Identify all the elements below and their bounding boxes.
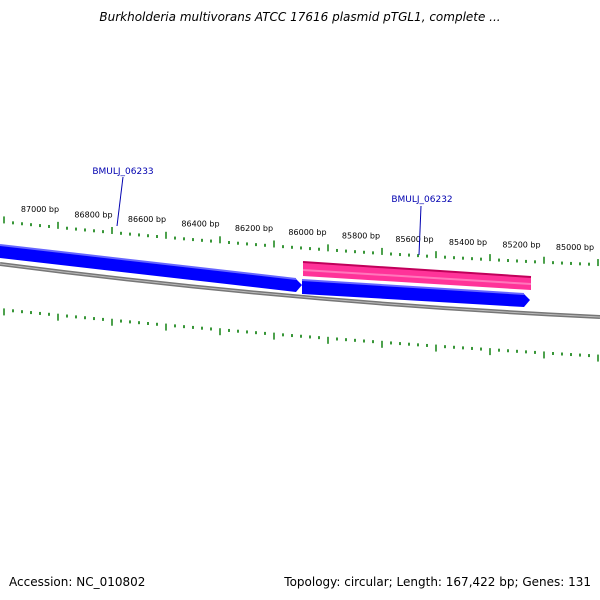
gene-bmulj-06232[interactable] bbox=[302, 261, 532, 290]
tick-label: 86400 bp bbox=[181, 220, 219, 229]
tick-label: 85000 bp bbox=[556, 243, 594, 252]
gene-label-bmulj-06233[interactable]: BMULJ_06233 bbox=[92, 167, 154, 227]
genome-summary-text: Topology: circular; Length: 167,422 bp; … bbox=[284, 575, 591, 589]
tick-label: 86800 bp bbox=[74, 210, 112, 219]
gene-label-text: BMULJ_06233 bbox=[92, 167, 153, 177]
gene-arrow-highlight bbox=[301, 279, 525, 295]
outer-tick-track bbox=[3, 216, 599, 267]
gene-arrow[interactable] bbox=[302, 280, 530, 307]
gene-arrow-top-edge bbox=[302, 261, 532, 278]
tick-label: 85200 bp bbox=[502, 241, 540, 250]
tick-label: 85600 bp bbox=[395, 235, 433, 244]
inner-tick-track bbox=[3, 308, 599, 362]
gene-label-text: BMULJ_06232 bbox=[391, 195, 452, 205]
gene-arrow-highlight bbox=[0, 244, 297, 280]
tick-label: 86200 bp bbox=[235, 224, 273, 233]
gene-label-bmulj-06232[interactable]: BMULJ_06232 bbox=[391, 195, 453, 256]
tick-label: 87000 bp bbox=[21, 205, 59, 214]
plasmid-backbone bbox=[0, 262, 600, 319]
gene-arrow-highlight bbox=[302, 269, 532, 285]
gene-bmulj-06233[interactable] bbox=[0, 244, 302, 292]
gene-arrow[interactable] bbox=[0, 245, 302, 292]
accession-text: Accession: NC_010802 bbox=[9, 575, 146, 589]
tick-label: 85400 bp bbox=[449, 238, 487, 247]
tick-label: 86600 bp bbox=[128, 215, 166, 224]
gene-forward-2[interactable] bbox=[301, 279, 530, 307]
tick-label: 85800 bp bbox=[342, 232, 380, 241]
label-leader-line bbox=[418, 205, 422, 256]
label-leader-line bbox=[116, 176, 124, 227]
tick-label-group: 87000 bp 86800 bp 86600 bp 86400 bp 86200 bp… bbox=[21, 205, 594, 252]
tick-label: 86000 bp bbox=[288, 228, 326, 237]
plasmid-backbone-highlight bbox=[0, 263, 600, 318]
map-title: Burkholderia multivorans ATCC 17616 plas… bbox=[99, 10, 501, 24]
